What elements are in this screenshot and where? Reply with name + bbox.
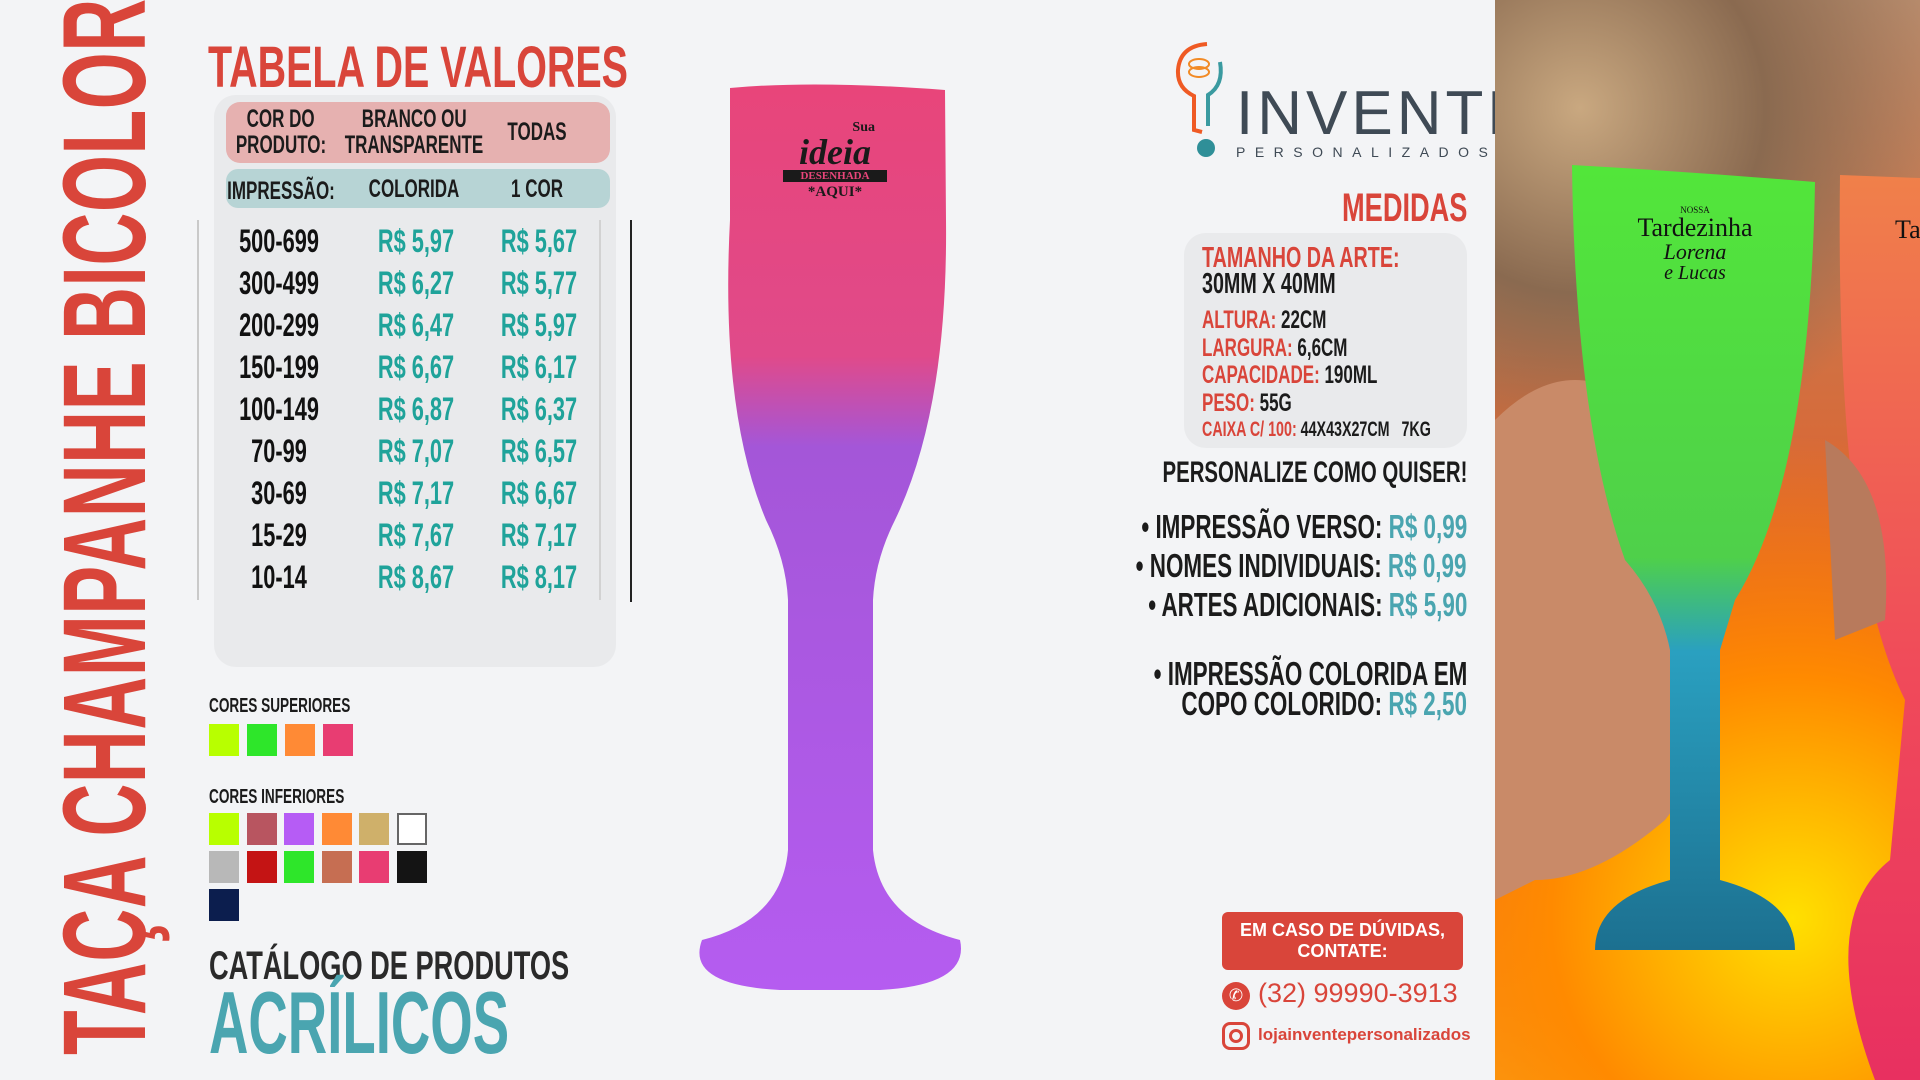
colored-print-line1: • IMPRESSÃO COLORIDA EM: [1153, 655, 1467, 692]
price-cell-qty: 15-29: [251, 517, 307, 553]
contact-banner: EM CASO DE DÚVIDAS, CONTATE:: [1222, 912, 1463, 970]
measure-item: ALTURA: 22CM: [1202, 306, 1327, 334]
extra-item: • NOMES INDIVIDUAIS: R$ 0,99: [1136, 547, 1467, 584]
photo-glass-print: NOSSA Tardezinha Lorena e Lucas: [1637, 205, 1753, 284]
measures-title: MEDIDAS: [1341, 186, 1467, 230]
price-cell-colorida: R$ 5,97: [377, 223, 455, 259]
price-cell-colorida: R$ 8,67: [377, 559, 455, 595]
color-swatch: [321, 813, 352, 845]
subheader-col1: IMPRESSÃO:: [227, 177, 335, 205]
price-cell-uma_cor: R$ 5,97: [500, 307, 578, 343]
price-table-header: [226, 102, 610, 163]
header-col3: TODAS: [507, 118, 567, 146]
top-colors-label: CORES SUPERIORES: [209, 695, 351, 717]
price-cell-uma_cor: R$ 6,57: [500, 433, 578, 469]
measure-item: LARGURA: 6,6CM: [1202, 333, 1348, 362]
price-cell-qty: 300-499: [239, 265, 319, 301]
price-cell-uma_cor: R$ 8,17: [500, 559, 578, 595]
color-swatch: [209, 851, 239, 883]
divider: [197, 220, 199, 600]
price-cell-colorida: R$ 6,27: [377, 265, 455, 301]
price-cell-colorida: R$ 7,17: [377, 475, 455, 511]
instagram-handle[interactable]: lojainventepersonalizados: [1258, 1025, 1471, 1044]
divider: [599, 220, 601, 600]
measure-item: PESO: 55G: [1202, 388, 1292, 417]
price-cell-qty: 150-199: [239, 349, 319, 385]
price-cell-colorida: R$ 6,47: [377, 307, 455, 343]
whatsapp-icon: ✆: [1222, 982, 1250, 1010]
subheader-col2: COLORIDA: [368, 175, 460, 203]
price-cell-qty: 200-299: [239, 307, 319, 343]
brand-name: INVENTE: [1236, 79, 1533, 148]
color-swatch: [209, 889, 239, 921]
color-swatch: [246, 813, 277, 845]
price-cell-uma_cor: R$ 5,67: [500, 223, 578, 259]
color-swatch: [396, 813, 427, 845]
color-swatch: [209, 813, 239, 845]
color-swatch: [247, 724, 277, 756]
color-swatch: [285, 724, 315, 756]
price-table-title: TABELA DE VALORES: [208, 35, 628, 100]
price-cell-qty: 10-14: [251, 559, 307, 595]
glass-print: Sua ideia DESENHADA *AQUI*: [775, 120, 895, 201]
price-cell-uma_cor: R$ 6,37: [500, 391, 578, 427]
price-cell-colorida: R$ 7,67: [377, 517, 455, 553]
customize-title: PERSONALIZE COMO QUISER!: [1162, 456, 1467, 489]
price-cell-qty: 100-149: [239, 391, 319, 427]
catalog-category: ACRÍLICOS: [209, 973, 510, 1072]
price-cell-colorida: R$ 6,87: [377, 391, 455, 427]
measures-card: [1184, 233, 1467, 448]
price-cell-qty: 30-69: [251, 475, 307, 511]
phone-number[interactable]: (32) 99990-3913: [1258, 978, 1458, 1008]
color-swatch: [321, 851, 352, 883]
color-swatch: [359, 851, 389, 883]
header-col2: BRANCO OU TRANSPARENTE: [344, 105, 484, 159]
colored-print-line2: COPO COLORIDO: R$ 2,50: [1181, 685, 1467, 722]
product-title: TAÇA CHAMPANHE BICOLOR: [39, 0, 171, 1055]
instagram-icon: [1222, 1022, 1250, 1050]
art-size-label: TAMANHO DA ARTE:: [1202, 242, 1400, 274]
color-swatch: [359, 813, 389, 845]
product-photo: NOSSA Tardezinha Lorena e Lucas Ta: [1495, 0, 1920, 1080]
color-swatch: [284, 813, 314, 845]
divider: [630, 220, 632, 602]
champagne-glass-image: [699, 84, 961, 990]
catalog-label: CATÁLOGO DE PRODUTOS: [209, 944, 570, 988]
price-cell-uma_cor: R$ 6,17: [500, 349, 578, 385]
price-table-subheader: [226, 169, 610, 208]
price-cell-colorida: R$ 6,67: [377, 349, 455, 385]
brand-logo-icon: [1175, 42, 1223, 157]
extra-item: • ARTES ADICIONAIS: R$ 5,90: [1147, 586, 1467, 623]
art-size-value: 30MM X 40MM: [1202, 268, 1336, 300]
bottom-colors-label: CORES INFERIORES: [209, 786, 345, 808]
photo-glass-print-partial: Ta: [1895, 215, 1920, 244]
price-cell-uma_cor: R$ 6,67: [500, 475, 578, 511]
color-swatch: [323, 724, 353, 756]
measure-item: CAPACIDADE: 190ML: [1202, 361, 1378, 389]
price-cell-uma_cor: R$ 7,17: [500, 517, 578, 553]
price-cell-uma_cor: R$ 5,77: [500, 265, 578, 301]
extra-item: • IMPRESSÃO VERSO: R$ 0,99: [1141, 508, 1467, 545]
price-cell-colorida: R$ 7,07: [377, 433, 455, 469]
color-swatch: [209, 724, 239, 756]
color-swatch: [284, 851, 314, 883]
color-swatch: [246, 851, 277, 883]
subheader-col3: 1 COR: [511, 175, 563, 203]
measure-item: CAIXA C/ 100: 44X43X27CM 7KG: [1202, 418, 1431, 441]
header-col1: COR DO PRODUTO:: [235, 105, 327, 159]
price-cell-qty: 70-99: [251, 433, 307, 469]
price-cell-qty: 500-699: [239, 223, 319, 259]
brand-tagline: PERSONALIZADOS: [1236, 144, 1498, 160]
color-swatch: [396, 851, 427, 883]
